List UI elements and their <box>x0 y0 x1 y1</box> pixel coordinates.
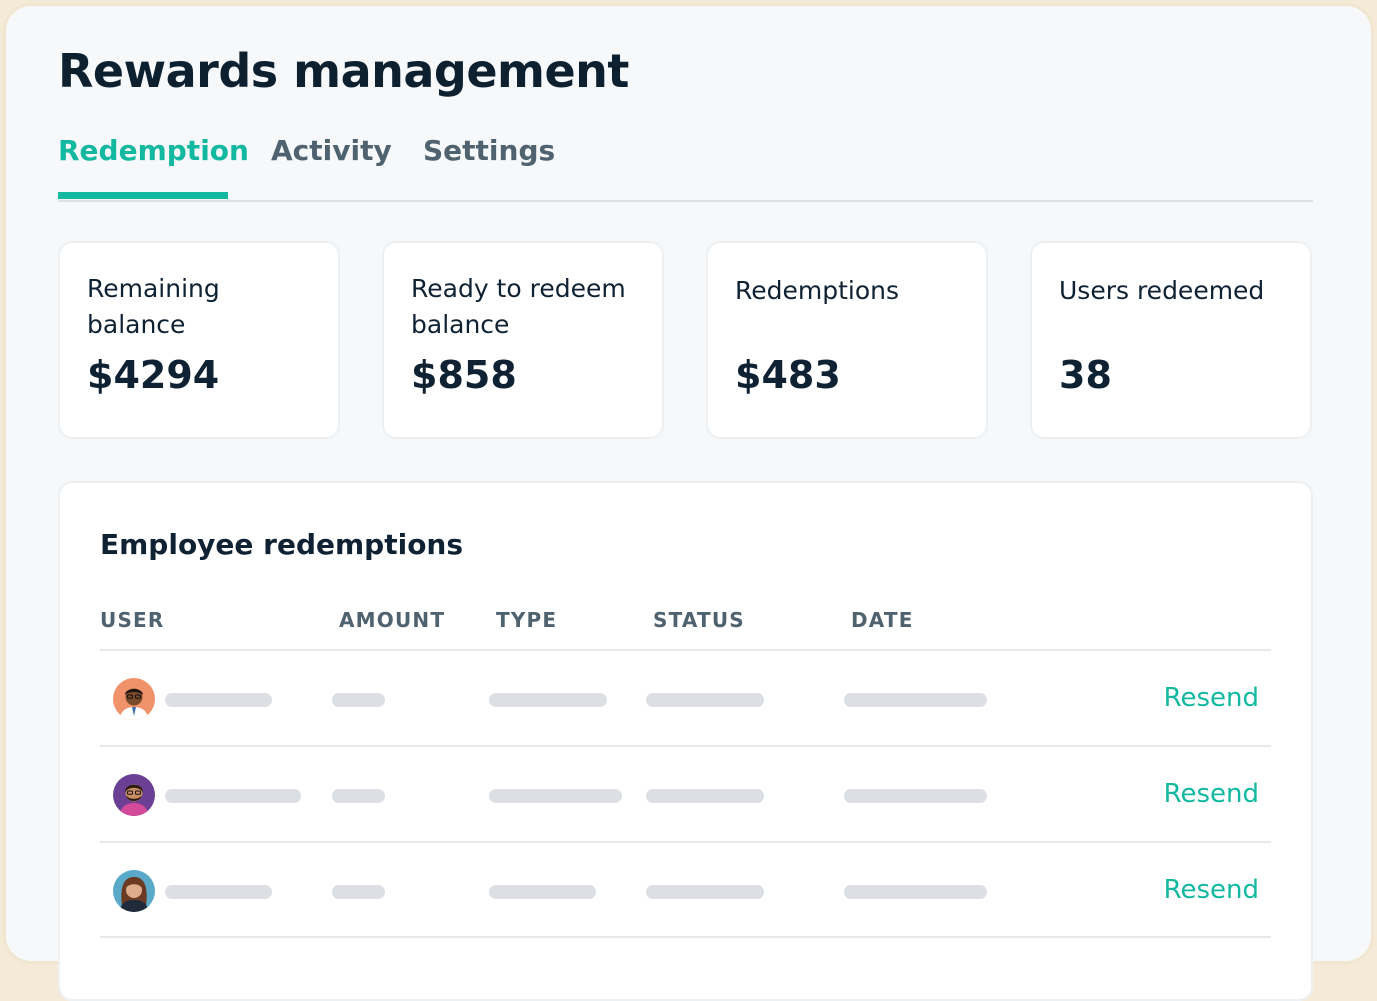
row-divider <box>100 745 1271 747</box>
column-header-status: STATUS <box>653 608 745 632</box>
employee-redemptions-panel <box>58 481 1313 1001</box>
avatar-man-glasses-icon <box>113 678 155 720</box>
date-placeholder <box>844 789 987 803</box>
date-placeholder <box>844 693 987 707</box>
type-placeholder <box>489 693 607 707</box>
stat-value: $483 <box>735 353 841 397</box>
amount-placeholder <box>332 693 385 707</box>
table-row[interactable]: Resend <box>0 747 1377 842</box>
tab-redemption[interactable]: Redemption <box>58 134 249 167</box>
column-header-amount: AMOUNT <box>339 608 446 632</box>
status-placeholder <box>646 789 764 803</box>
stat-label: Remaining balance <box>87 274 220 339</box>
stat-value: $858 <box>411 353 517 397</box>
stat-card-redemptions: Redemptions $483 <box>706 241 988 439</box>
stat-card-users-redeemed: Users redeemed 38 <box>1030 241 1312 439</box>
stat-value: $4294 <box>87 353 220 397</box>
user-name-placeholder <box>165 789 301 803</box>
column-header-date: DATE <box>851 608 914 632</box>
column-header-type: TYPE <box>496 608 558 632</box>
resend-link[interactable]: Resend <box>1163 875 1259 905</box>
tab-activity[interactable]: Activity <box>271 134 392 167</box>
active-tab-indicator <box>58 192 228 199</box>
row-divider <box>100 936 1271 938</box>
tab-settings[interactable]: Settings <box>423 134 556 167</box>
row-divider <box>100 841 1271 843</box>
status-placeholder <box>646 885 764 899</box>
stat-card-remaining-balance: Remaining balance $4294 <box>58 241 340 439</box>
amount-placeholder <box>332 885 385 899</box>
resend-link[interactable]: Resend <box>1163 683 1259 713</box>
table-title: Employee redemptions <box>100 528 464 561</box>
stat-value: 38 <box>1059 353 1112 397</box>
stat-label: Ready to redeem balance <box>411 274 626 339</box>
user-name-placeholder <box>165 693 272 707</box>
stat-label: Users redeemed <box>1059 276 1265 305</box>
status-placeholder <box>646 693 764 707</box>
stat-label: Redemptions <box>735 276 900 305</box>
header-divider <box>100 649 1271 651</box>
type-placeholder <box>489 885 596 899</box>
stat-card-ready-to-redeem: Ready to redeem balance $858 <box>382 241 664 439</box>
user-name-placeholder <box>165 885 272 899</box>
resend-link[interactable]: Resend <box>1163 779 1259 809</box>
amount-placeholder <box>332 789 385 803</box>
column-header-user: USER <box>100 608 165 632</box>
avatar-woman-curly-icon <box>113 870 155 912</box>
avatar-man-beard-icon <box>113 774 155 816</box>
tab-bar: Redemption Activity Settings <box>58 128 1313 202</box>
date-placeholder <box>844 885 987 899</box>
page-title: Rewards management <box>58 44 629 98</box>
table-row[interactable]: Resend <box>0 651 1377 746</box>
type-placeholder <box>489 789 622 803</box>
table-row[interactable]: Resend <box>0 843 1377 938</box>
